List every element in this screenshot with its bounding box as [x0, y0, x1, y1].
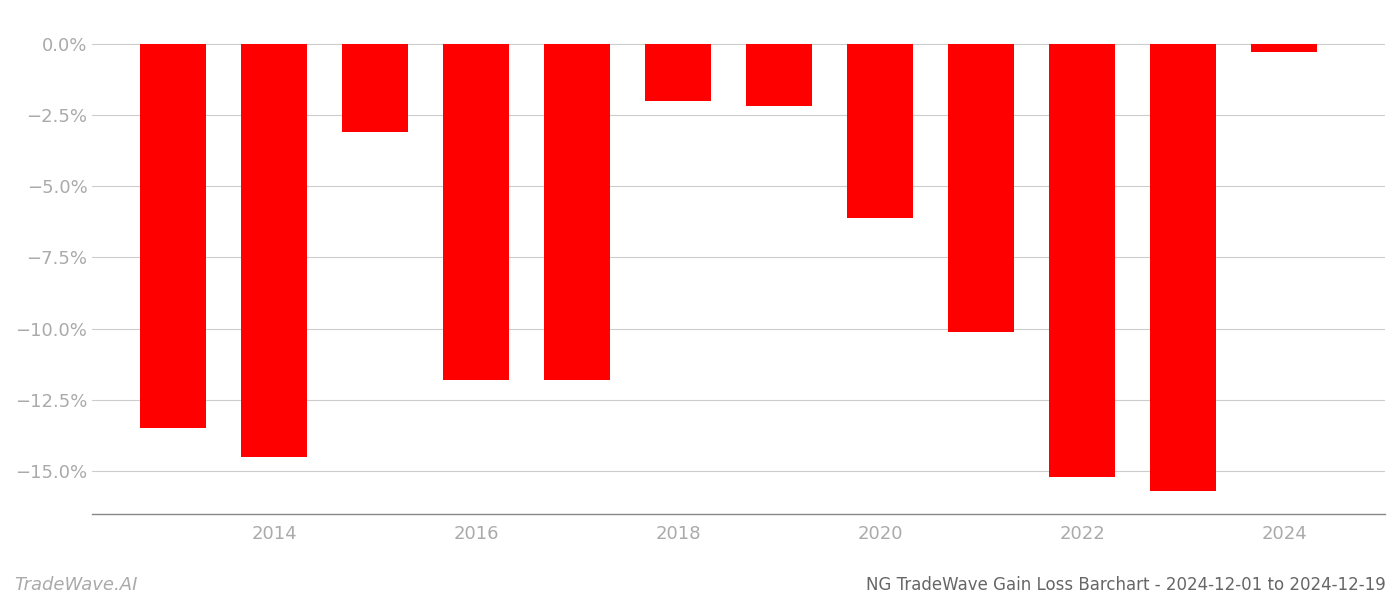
Bar [1252, 44, 1317, 52]
Bar [140, 44, 206, 428]
Text: NG TradeWave Gain Loss Barchart - 2024-12-01 to 2024-12-19: NG TradeWave Gain Loss Barchart - 2024-1… [867, 576, 1386, 594]
Text: TradeWave.AI: TradeWave.AI [14, 576, 137, 594]
Bar [342, 44, 407, 132]
Bar [241, 44, 307, 457]
Bar [746, 44, 812, 106]
Bar [645, 44, 711, 101]
Bar [1049, 44, 1114, 477]
Bar [1151, 44, 1215, 491]
Bar [948, 44, 1014, 332]
Bar [545, 44, 610, 380]
Bar [444, 44, 508, 380]
Bar [847, 44, 913, 218]
